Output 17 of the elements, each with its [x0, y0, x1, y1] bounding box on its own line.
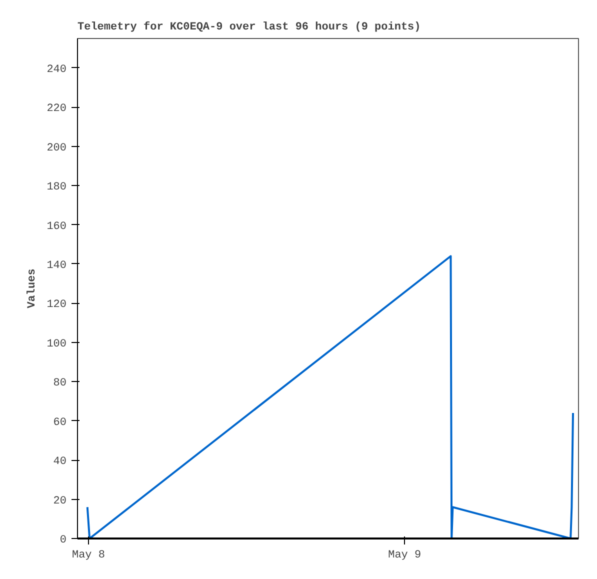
y-tick-label: 220: [46, 103, 67, 116]
y-tick-label: 20: [53, 495, 66, 508]
y-tick-label: 60: [53, 416, 66, 429]
y-tick-label: 200: [46, 142, 67, 154]
x-tick-label: May 9: [388, 550, 422, 562]
y-tick-label: 100: [46, 338, 67, 350]
chart-title: Telemetry for KC0EQA-9 over last 96 hours (9 points): [78, 20, 421, 34]
y-tick-label: 160: [46, 220, 67, 233]
y-axis-title: Values: [26, 268, 39, 308]
y-tick-label: 120: [46, 299, 67, 312]
y-tick-label: 40: [53, 456, 66, 468]
x-tick-label: May 8: [72, 550, 105, 562]
y-tick-label: 80: [53, 378, 66, 390]
y-tick-label: 140: [46, 260, 67, 272]
y-tick-label: 240: [46, 64, 67, 76]
y-tick-label: 0: [60, 534, 67, 546]
y-tick-label: 180: [46, 182, 67, 194]
